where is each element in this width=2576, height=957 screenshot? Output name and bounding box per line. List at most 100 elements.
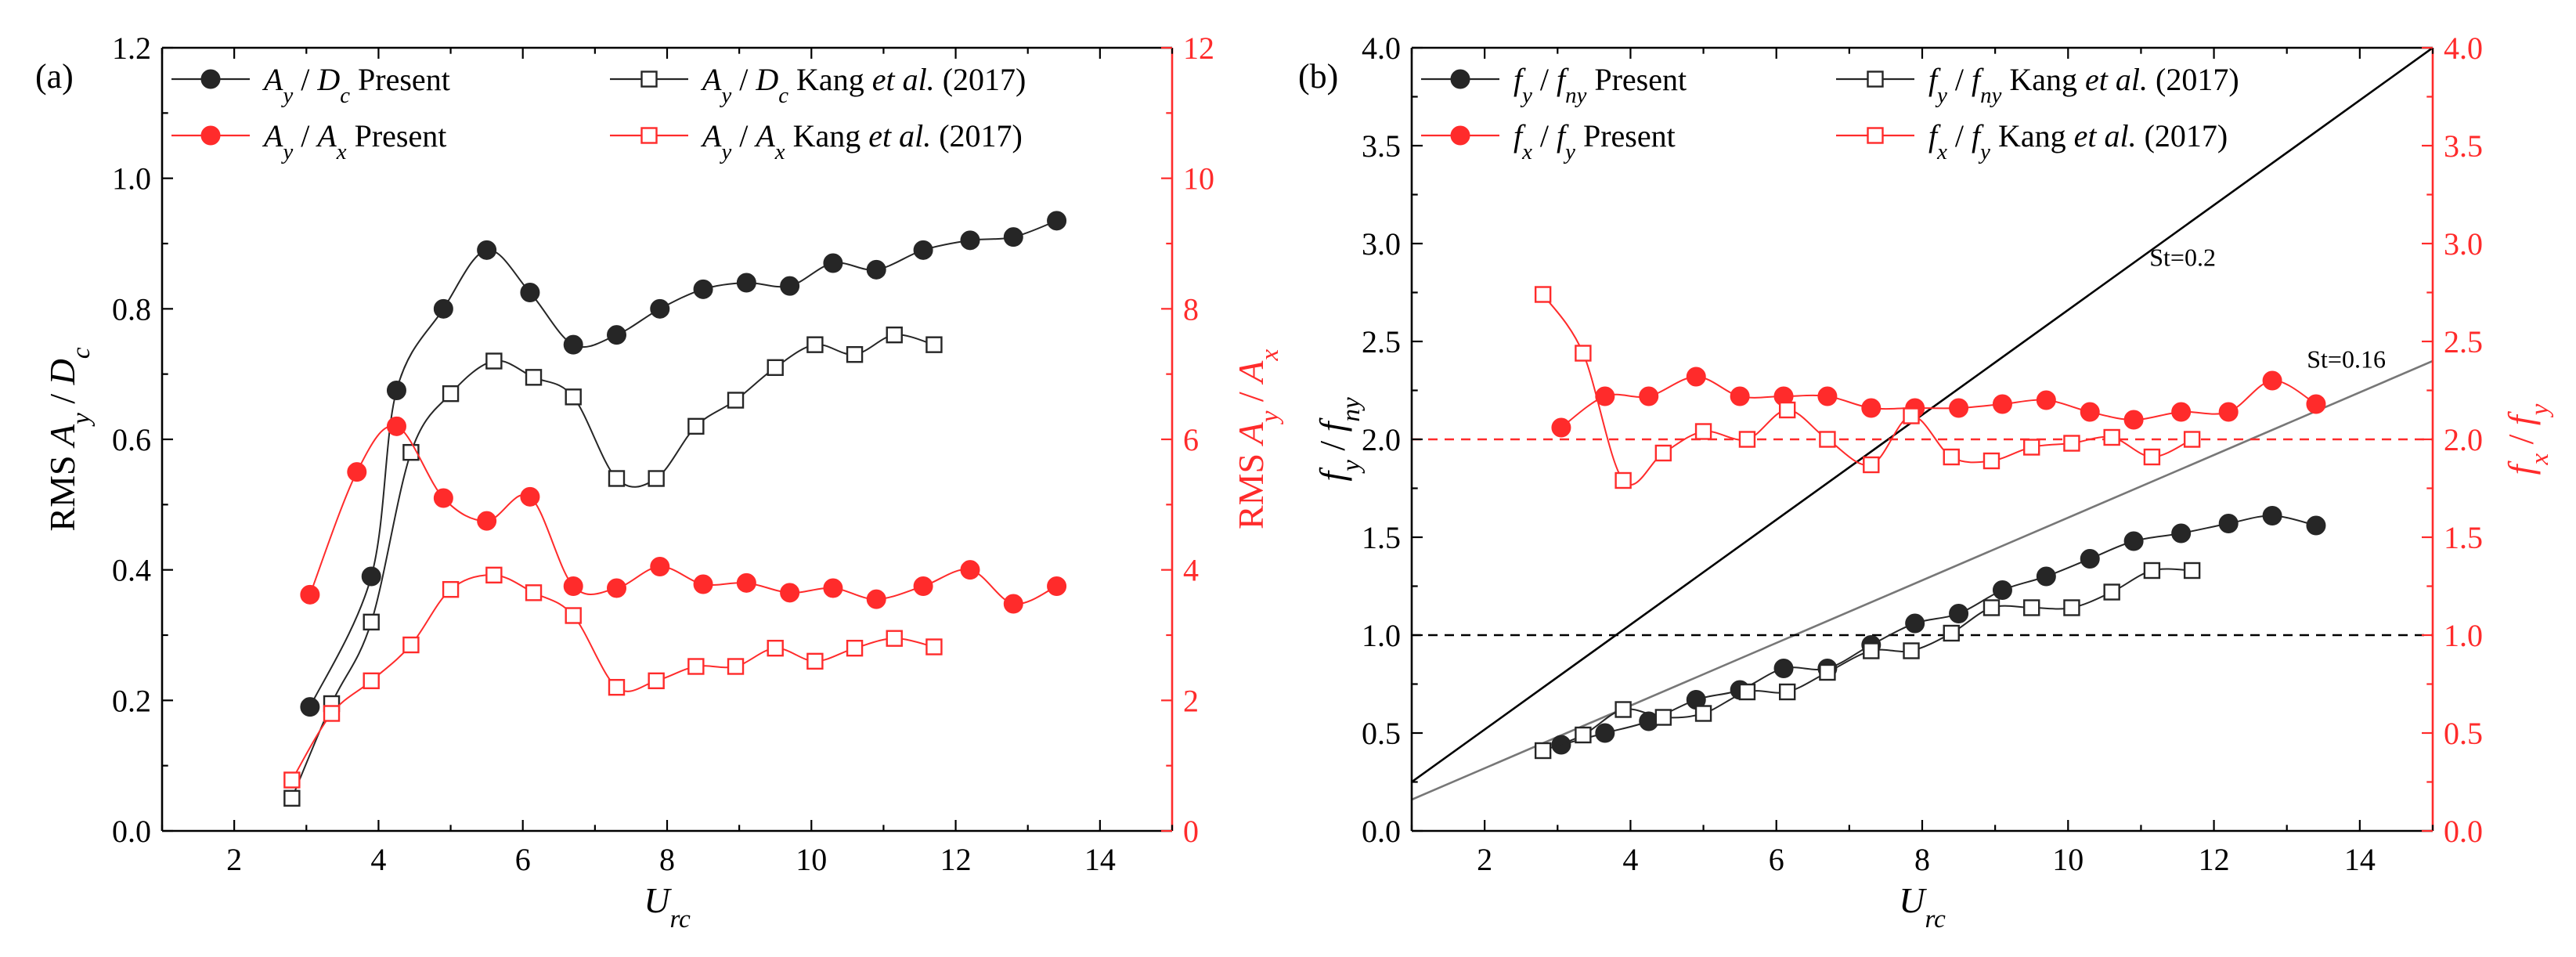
series-line-b-0	[1560, 515, 2317, 746]
y-tick-label: 2.5	[1362, 324, 1401, 359]
legend-marker-b-1	[1867, 70, 1884, 88]
chart-panel-b: St=0.2 St=0.16 2 4 6 8 10 12 14 0.0 0.5 1.0 1.5 2.0 2.…	[1312, 31, 2554, 934]
data-point-a-0-7	[607, 325, 626, 345]
data-point-b-3-12	[2023, 439, 2040, 456]
data-point-b-1-10	[1943, 624, 1960, 642]
chart-panel-a: 2 4 6 8 10 12 14 0.0 0.2 0.4 0.6 0.8 1.0 1.2 0 2 4 6 8 10 12…	[42, 31, 1284, 934]
data-point-b-3-9	[1903, 407, 1920, 424]
y-tick-label: 3.0	[1362, 226, 1401, 262]
data-point-b-2-4	[1730, 386, 1750, 406]
y2-tick-label: 0.0	[2444, 814, 2483, 849]
data-point-b-1-5	[1738, 683, 1756, 701]
data-point-b-1-0	[1534, 742, 1552, 760]
data-point-b-2-14	[2171, 402, 2192, 422]
data-point-b-2-9	[1949, 398, 1969, 418]
data-point-a-2-2	[386, 416, 406, 436]
y2-tick-label: 2.0	[2444, 422, 2483, 457]
data-point-a-1-4	[442, 385, 460, 403]
data-point-a-2-11	[780, 583, 800, 603]
data-point-b-0-8	[1905, 613, 1925, 634]
data-point-a-3-7	[565, 607, 582, 624]
data-point-a-2-0	[300, 584, 320, 605]
data-point-a-3-3	[402, 636, 420, 654]
data-point-a-3-16	[925, 638, 943, 655]
data-point-b-2-2	[1639, 386, 1659, 406]
data-point-a-2-8	[650, 557, 670, 576]
legend-marker-a-3	[640, 127, 658, 144]
x-tick-label: 12	[940, 842, 972, 877]
legend-marker-b-3	[1867, 127, 1884, 144]
legend-marker-a-2	[200, 125, 221, 146]
y-tick-label: 1.0	[1362, 618, 1401, 653]
data-point-a-0-5	[520, 283, 540, 302]
x-tick-label: 4	[370, 842, 386, 877]
data-point-a-1-0	[283, 789, 301, 807]
reference-label-st-0-16: St=0.16	[2307, 345, 2386, 374]
data-point-a-1-14	[846, 345, 864, 363]
x-tick-label: 2	[1477, 842, 1492, 877]
data-point-a-1-15	[886, 326, 903, 344]
data-point-b-0-17	[2306, 515, 2326, 536]
data-point-a-1-11	[727, 392, 745, 409]
data-point-b-1-16	[2183, 562, 2201, 580]
x-axis-title: Urc	[644, 880, 691, 934]
y2-tick-label: 12	[1183, 31, 1214, 66]
y-tick-label: 0.6	[112, 422, 151, 457]
data-point-b-3-1	[1575, 345, 1592, 362]
data-point-a-3-6	[525, 584, 543, 601]
y2-tick-label: 1.5	[2444, 520, 2483, 555]
data-point-b-1-7	[1819, 663, 1836, 681]
data-point-a-0-6	[563, 334, 583, 355]
data-point-a-2-7	[607, 578, 626, 598]
data-point-a-3-8	[608, 678, 626, 696]
y2-tick-label: 3.5	[2444, 128, 2483, 164]
data-point-a-2-15	[960, 560, 980, 580]
data-point-a-0-0	[300, 697, 320, 717]
data-point-a-2-14	[913, 576, 933, 596]
y-tick-label: 1.5	[1362, 520, 1401, 555]
x-axis-title: Urc	[1899, 880, 1946, 934]
data-point-b-3-5	[1738, 431, 1756, 448]
y-tick-label: 0.0	[112, 814, 151, 849]
data-point-a-0-15	[960, 230, 980, 251]
data-point-b-3-14	[2103, 428, 2120, 446]
data-point-b-2-11	[2036, 390, 2056, 410]
data-point-a-2-10	[736, 572, 756, 593]
data-point-a-3-2	[363, 672, 380, 690]
data-point-a-0-17	[1047, 211, 1067, 231]
data-point-b-3-0	[1534, 286, 1552, 303]
data-point-b-1-14	[2103, 583, 2120, 601]
data-point-a-3-11	[727, 658, 745, 675]
y2-tick-label: 1.0	[2444, 618, 2483, 653]
series-line-a-2	[308, 424, 1057, 605]
y-tick-label: 0.0	[1362, 814, 1401, 849]
y-tick-label: 4.0	[1362, 31, 1401, 66]
data-point-a-2-1	[347, 462, 367, 482]
panel-b-label: (b)	[1298, 57, 1338, 96]
data-point-a-1-9	[648, 470, 665, 487]
data-point-a-1-6	[525, 369, 543, 386]
x-tick-label: 6	[1769, 842, 1784, 877]
x-tick-label: 14	[1084, 842, 1116, 877]
data-point-b-2-12	[2080, 402, 2100, 422]
data-point-b-1-4	[1694, 705, 1712, 722]
data-point-a-3-5	[485, 566, 503, 584]
data-point-b-1-2	[1615, 701, 1632, 718]
data-point-a-1-8	[608, 470, 626, 487]
legend-marker-b-0	[1450, 69, 1470, 89]
x-tick-label: 6	[515, 842, 531, 877]
x-tick-label: 4	[1622, 842, 1638, 877]
x-tick-label: 8	[1914, 842, 1930, 877]
data-point-b-3-7	[1819, 431, 1836, 448]
y2-tick-label: 8	[1183, 291, 1199, 327]
data-point-b-0-1	[1595, 723, 1615, 743]
data-point-b-1-6	[1778, 683, 1796, 701]
data-point-a-2-4	[477, 511, 497, 531]
legend-label-a-3: Ay / Ax Kang et al. (2017)	[700, 118, 1023, 164]
data-point-a-3-15	[886, 630, 903, 647]
data-point-b-3-8	[1863, 456, 1880, 474]
data-point-b-3-2	[1615, 471, 1632, 489]
data-point-a-3-0	[283, 771, 301, 789]
data-point-a-3-10	[687, 658, 705, 675]
